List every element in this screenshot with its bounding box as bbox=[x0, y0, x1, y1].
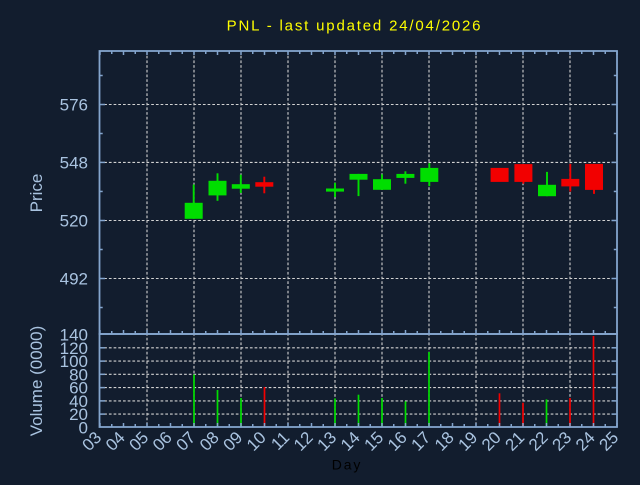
svg-text:492: 492 bbox=[60, 270, 88, 289]
svg-text:0: 0 bbox=[79, 418, 88, 437]
svg-text:PNL - last updated 24/04/2026: PNL - last updated 24/04/2026 bbox=[227, 18, 483, 35]
svg-text:140: 140 bbox=[60, 326, 88, 345]
svg-text:40: 40 bbox=[69, 392, 88, 411]
svg-text:520: 520 bbox=[60, 212, 88, 231]
svg-text:100: 100 bbox=[60, 352, 88, 371]
svg-text:60: 60 bbox=[69, 379, 88, 398]
svg-text:Volume (0000): Volume (0000) bbox=[27, 326, 46, 437]
svg-text:576: 576 bbox=[60, 96, 88, 115]
svg-text:20: 20 bbox=[69, 405, 88, 424]
svg-text:Day: Day bbox=[332, 457, 363, 473]
svg-text:80: 80 bbox=[69, 365, 88, 384]
svg-text:120: 120 bbox=[60, 339, 88, 358]
svg-text:Price: Price bbox=[27, 174, 46, 213]
svg-text:548: 548 bbox=[60, 153, 88, 172]
